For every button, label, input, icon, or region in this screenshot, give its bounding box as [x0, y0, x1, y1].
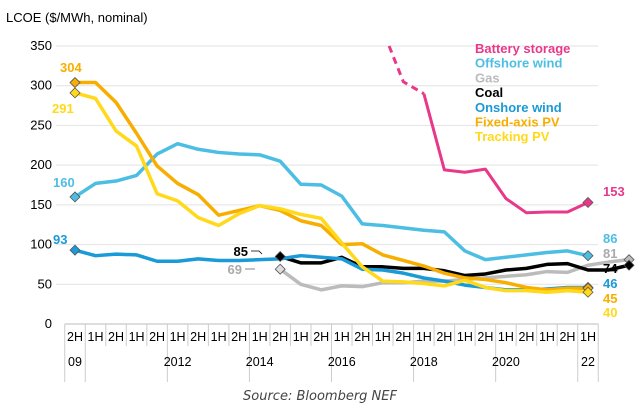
x-tick-label: 1H	[416, 330, 432, 344]
x-tick-label: 1H	[539, 330, 555, 344]
y-tick-label: 200	[30, 157, 52, 172]
x-tick-label: 1H	[293, 330, 309, 344]
end-label-coal: 74	[603, 261, 618, 276]
legend-item-offshore-wind: Offshore wind	[475, 56, 562, 71]
y-axis-title: LCOE ($/MWh, nominal)	[6, 10, 148, 25]
marker-battery-storage-end	[582, 196, 594, 209]
start-label-tracking-pv: 291	[52, 101, 74, 116]
x-tick-label: 2H	[354, 330, 370, 344]
y-tick-label: 0	[45, 316, 52, 331]
x-year-label: 2016	[328, 355, 356, 369]
start-label-offshore-wind: 160	[53, 175, 75, 190]
line-battery-storage-dashed	[387, 45, 425, 95]
x-tick-label: 1H	[334, 330, 350, 344]
x-tick-label: 1H	[457, 330, 473, 344]
x-tick-label: 2H	[272, 330, 288, 344]
line-battery-storage	[422, 93, 589, 215]
x-tick-label: 2H	[436, 330, 452, 344]
x-year-label: 09	[68, 355, 82, 369]
x-tick-label: 1H	[252, 330, 268, 344]
x-tick-label: 2H	[231, 330, 247, 344]
x-year-label: 2020	[492, 355, 520, 369]
start-label-gas: 69	[228, 262, 242, 277]
x-tick-label: 1H	[375, 330, 391, 344]
marker-coal-start	[274, 250, 286, 263]
y-tick-label: 250	[30, 117, 52, 132]
x-tick-label: 1H	[580, 330, 596, 344]
y-tick-label: 50	[38, 276, 52, 291]
x-year-label: 22	[581, 355, 595, 369]
marker-tracking-pv-end	[582, 286, 594, 298]
start-label-fixed-axis-pv: 304	[60, 60, 82, 75]
end-label-gas: 81	[603, 246, 617, 261]
series-lines	[74, 45, 630, 294]
x-tick-label: 2H	[149, 330, 165, 344]
x-tick-label: 2H	[313, 330, 329, 344]
x-tick-label: 1H	[129, 330, 145, 344]
x-tick-label: 2H	[559, 330, 575, 344]
gridlines	[56, 45, 598, 285]
end-label-onshore-wind: 46	[603, 276, 617, 291]
x-year-label: 2018	[410, 355, 438, 369]
x-tick-label: 2H	[108, 330, 124, 344]
marker-coal-end	[623, 259, 635, 271]
line-gas	[279, 257, 630, 292]
start-label-onshore-wind: 93	[53, 232, 67, 247]
y-tick-label: 150	[30, 197, 52, 212]
line-fixed-axis-pv	[75, 80, 588, 292]
x-year-label: 2012	[164, 355, 192, 369]
legend-item-gas: Gas	[475, 70, 500, 85]
legend-item-fixed-axis-pv: Fixed-axis PV	[475, 115, 560, 130]
source-note: Source: Bloomberg NEF	[243, 389, 397, 404]
x-tick-label: 1H	[211, 330, 227, 344]
x-tick-label: 1H	[88, 330, 104, 344]
y-tick-label: 100	[30, 237, 52, 252]
x-year-label: 2014	[246, 355, 274, 369]
x-tick-label: 2H	[67, 330, 83, 344]
marker-onshore-wind-start	[69, 244, 81, 256]
lcoe-chart: LCOE ($/MWh, nominal) 0 50 100 150 200 250 300…	[6, 10, 635, 382]
marker-offshore-wind-end	[582, 250, 594, 262]
x-tick-label: 2H	[190, 330, 206, 344]
x-tick-label: 2H	[395, 330, 411, 344]
legend-item-onshore-wind: Onshore wind	[475, 100, 562, 115]
x-tick-label: 1H	[170, 330, 186, 344]
marker-gas-start	[274, 263, 286, 275]
leader-coal	[251, 250, 263, 255]
x-axis: 2H 1H 2H 1H 2H 1H 2H 1H 2H 1H 2H 1H 2H 1H 2H 1H 2H 1H 2H 1H…	[64, 323, 599, 382]
marker-tracking-pv-start	[69, 87, 81, 99]
y-axis-ticks: 0 50 100 150 200 250 300 350	[30, 38, 52, 331]
marker-offshore-wind-start	[69, 191, 81, 203]
start-label-coal: 85	[234, 244, 248, 259]
legend-item-tracking-pv: Tracking PV	[475, 129, 550, 144]
x-tick-label: 1H	[498, 330, 514, 344]
y-tick-label: 350	[30, 38, 52, 53]
x-tick-label: 2H	[477, 330, 493, 344]
legend-item-battery-storage: Battery storage	[475, 41, 570, 56]
y-tick-label: 300	[30, 78, 52, 93]
end-label-offshore-wind: 86	[603, 231, 617, 246]
x-tick-label: 2H	[518, 330, 534, 344]
end-label-fixed-axis-pv: 45	[603, 291, 617, 306]
legend-item-coal: Coal	[475, 85, 503, 100]
line-tracking-pv	[74, 91, 589, 294]
series-markers	[69, 76, 635, 298]
end-label-tracking-pv: 40	[603, 305, 617, 320]
line-offshore-wind	[74, 141, 589, 262]
end-label-battery-storage: 153	[603, 184, 625, 199]
